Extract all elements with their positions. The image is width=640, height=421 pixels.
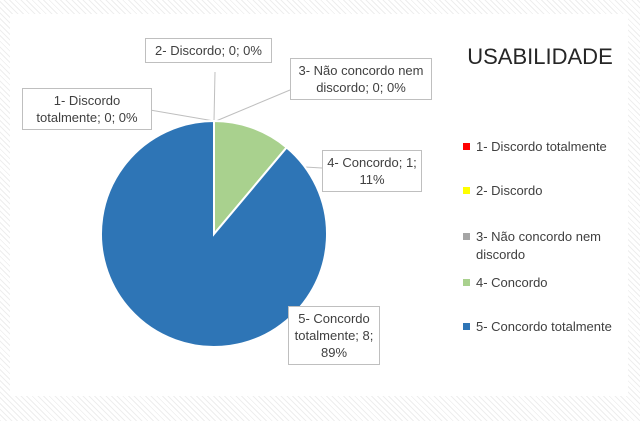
legend-swatch xyxy=(463,143,470,150)
legend-swatch xyxy=(463,187,470,194)
pie-slice xyxy=(213,119,289,237)
legend-label: 1- Discordo totalmente xyxy=(476,139,607,154)
data-label: 5- Concordo totalmente; 8; 89% xyxy=(288,306,380,365)
legend-label: 5- Concordo totalmente xyxy=(476,319,612,334)
leader-line xyxy=(215,89,291,122)
leader-line xyxy=(213,71,216,122)
legend-item: 1- Discordo totalmente xyxy=(463,138,638,156)
data-label: 4- Concordo; 1; 11% xyxy=(322,150,422,192)
legend-label: 4- Concordo xyxy=(476,275,548,290)
chart-title: USABILIDADE xyxy=(467,44,613,69)
legend-swatch xyxy=(463,323,470,330)
legend-item: 4- Concordo xyxy=(463,274,638,292)
legend-item: 3- Não concordo nem discordo xyxy=(463,228,638,264)
legend-swatch xyxy=(463,233,470,240)
leader-line xyxy=(149,109,215,122)
legend-item: 2- Discordo xyxy=(463,182,638,200)
data-label: 3- Não concordo nem discordo; 0; 0% xyxy=(290,58,432,100)
legend-swatch xyxy=(463,279,470,286)
legend-label: 2- Discordo xyxy=(476,183,543,198)
legend-item: 5- Concordo totalmente xyxy=(463,318,638,336)
legend-label: 3- Não concordo nem discordo xyxy=(476,229,602,262)
pie-slice xyxy=(100,119,328,348)
data-label: 1- Discordo totalmente; 0; 0% xyxy=(22,88,152,130)
data-label: 2- Discordo; 0; 0% xyxy=(145,38,272,63)
